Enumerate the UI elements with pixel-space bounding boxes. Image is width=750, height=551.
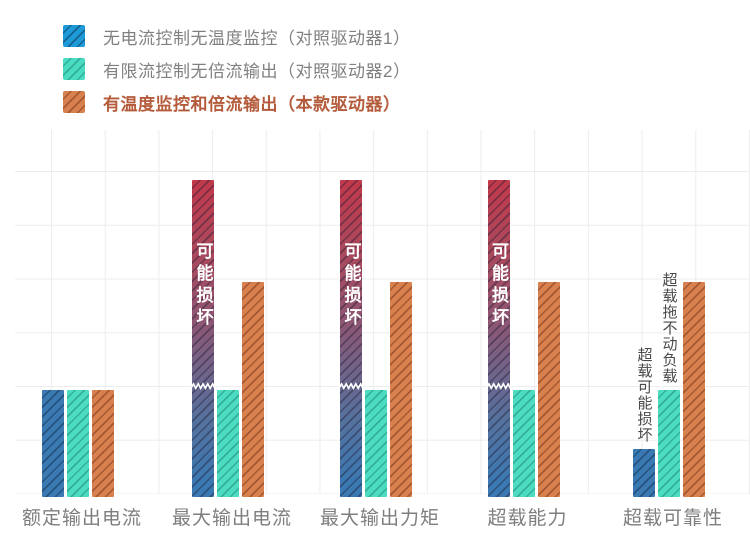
bar-teal-3 — [512, 389, 535, 497]
x-axis-label-4: 超载可靠性 — [622, 508, 724, 529]
bar-orange-4 — [683, 282, 705, 497]
legend: 无电流控制无温度监控（对照驱动器1） 有限流控制无倍流输出（对照驱动器2） 有温度监… — [63, 25, 411, 114]
legend-item: 有限流控制无倍流输出（对照驱动器2） — [63, 58, 411, 81]
bar-inside-label: 可能损坏 — [489, 242, 508, 331]
x-axis-label-1: 最大输出电流 — [171, 508, 293, 529]
bar-teal-4 — [658, 389, 680, 497]
bar-teal-2 — [365, 389, 387, 497]
bar-orange-2 — [390, 282, 412, 497]
bar-orange-1 — [242, 282, 264, 497]
bar-blue-3: 可能损坏 — [486, 180, 511, 497]
x-axis-label-3: 超载能力 — [487, 508, 568, 529]
legend-item: 有温度监控和倍流输出（本款驱动器） — [63, 91, 410, 114]
bar-above-label: 超载拖不动负载 — [660, 271, 678, 384]
bar-inside-label: 可能损坏 — [341, 242, 361, 331]
legend-item: 无电流控制无温度监控（对照驱动器1） — [63, 25, 411, 48]
bar-blue-1: 可能损坏 — [191, 180, 215, 497]
break-zigzag-icon — [339, 382, 363, 391]
bar-orange-3 — [537, 282, 560, 497]
bar-above-label: 超载可能损坏 — [635, 346, 653, 443]
bar-blue-2: 可能损坏 — [339, 180, 363, 497]
bar-teal-1 — [217, 389, 239, 497]
legend-swatch-blue-icon — [63, 25, 85, 47]
legend-label: 无电流控制无温度监控（对照驱动器1） — [103, 28, 411, 48]
break-zigzag-icon — [191, 382, 215, 391]
x-axis-label-2: 最大输出力矩 — [319, 508, 441, 529]
bar-blue-0 — [42, 389, 64, 497]
break-zigzag-icon — [486, 382, 511, 391]
bar-inside-label: 可能损坏 — [193, 242, 213, 331]
bar-teal-0 — [67, 389, 89, 497]
legend-label: 有温度监控和倍流输出（本款驱动器） — [103, 94, 401, 114]
legend-label: 有限流控制无倍流输出（对照驱动器2） — [103, 61, 411, 81]
legend-swatch-teal-icon — [63, 58, 85, 80]
bar-blue-4 — [633, 448, 655, 497]
bar-orange-0 — [92, 389, 114, 497]
legend-swatch-orange-icon — [63, 91, 85, 113]
x-axis-label-0: 额定输出电流 — [21, 508, 143, 529]
